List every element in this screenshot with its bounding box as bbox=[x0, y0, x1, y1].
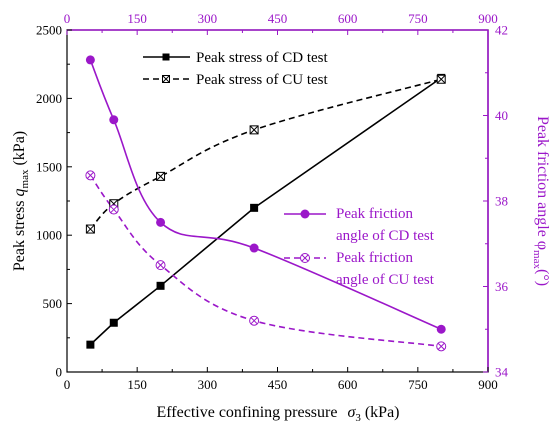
top-tick-label: 750 bbox=[408, 11, 428, 26]
top-tick-label: 450 bbox=[268, 11, 288, 26]
y1-tick-label: 2000 bbox=[36, 91, 62, 106]
y1-tick-label: 1000 bbox=[36, 228, 62, 243]
y2-axis-title-unit: (°) bbox=[534, 269, 550, 286]
series-line-1 bbox=[89, 78, 442, 230]
series-3-marker-2 bbox=[155, 260, 166, 271]
y1-tick-label: 2500 bbox=[36, 23, 62, 38]
series-0-marker-1 bbox=[109, 318, 118, 327]
x-tick-label: 300 bbox=[198, 377, 218, 392]
legend-cu-angle-marker bbox=[300, 253, 310, 263]
y1-tick-label: 0 bbox=[56, 365, 63, 380]
y2-tick-label: 34 bbox=[495, 365, 509, 380]
series-2-marker-4 bbox=[436, 324, 446, 334]
top-tick-label: 0 bbox=[64, 11, 71, 26]
x-axis-title-unit: (kPa) bbox=[365, 404, 400, 421]
x-axis-title: Effective confining pressure σ3 (kPa) bbox=[156, 404, 399, 424]
series-2-marker-0 bbox=[85, 55, 95, 65]
series-2-marker-2 bbox=[156, 217, 166, 227]
series-line-3 bbox=[89, 174, 442, 348]
legend-cd-angle-label-line2: angle of CD test bbox=[336, 228, 435, 244]
series-0-marker-2 bbox=[156, 281, 165, 290]
legend-top: Peak stress of CD test Peak stress of CU… bbox=[143, 50, 328, 88]
x-tick-label: 450 bbox=[268, 377, 288, 392]
series-0-marker-0 bbox=[86, 340, 95, 349]
x-axis-title-symbol: σ bbox=[347, 404, 356, 421]
legend-cd-angle-marker bbox=[300, 209, 310, 219]
top-tick-label: 600 bbox=[338, 11, 358, 26]
y2-axis-title-subscript: max bbox=[531, 250, 543, 269]
legend-cu-angle-label-line2: angle of CU test bbox=[336, 272, 435, 288]
y2-axis-title: Peak friction angle φmax(°) bbox=[531, 116, 550, 286]
legend-cd-stress-marker bbox=[162, 53, 170, 61]
series-line-2 bbox=[89, 59, 442, 330]
x-axis-title-text: Effective confining pressure bbox=[156, 404, 337, 421]
series-2-marker-3 bbox=[249, 243, 259, 253]
legend-cu-stress-label: Peak stress of CU test bbox=[196, 72, 328, 88]
series-3-marker-4 bbox=[436, 341, 447, 352]
series-1-marker-0 bbox=[85, 224, 95, 234]
series-1-marker-4 bbox=[436, 74, 446, 84]
y1-axis-title-subscript: max bbox=[19, 169, 31, 188]
y1-axis-title-text: Peak stress bbox=[11, 200, 28, 271]
legend-right: Peak friction angle of CD test Peak fric… bbox=[284, 206, 435, 288]
x-tick-label: 600 bbox=[338, 377, 358, 392]
series-1-marker-2 bbox=[156, 171, 166, 181]
svg-text:Peak friction angle φmax(°): Peak friction angle φmax(°) bbox=[531, 116, 550, 286]
y2-tick-label: 40 bbox=[495, 108, 508, 123]
y2-tick-label: 36 bbox=[495, 279, 509, 294]
y1-axis-title: Peak stress qmax (kPa) bbox=[11, 131, 31, 271]
legend-cu-stress-marker bbox=[162, 75, 170, 83]
series-lines bbox=[89, 59, 442, 348]
svg-text:Peak stressqmax(kPa): Peak stress qmax (kPa) bbox=[11, 131, 31, 271]
x-tick-label: 900 bbox=[478, 377, 498, 392]
top-tick-label: 300 bbox=[198, 11, 218, 26]
x-tick-label: 150 bbox=[127, 377, 147, 392]
y1-axis-title-symbol: q bbox=[11, 188, 28, 196]
y1-tick-label: 500 bbox=[43, 296, 63, 311]
y2-axis-title-text: Peak friction angle φ bbox=[534, 116, 550, 250]
series-2-marker-1 bbox=[109, 115, 119, 125]
x-tick-label: 0 bbox=[64, 377, 71, 392]
legend-cd-angle-label-line1: Peak friction bbox=[336, 206, 414, 222]
series-1-marker-3 bbox=[249, 125, 259, 135]
series-3-marker-0 bbox=[85, 170, 96, 181]
series-0-marker-3 bbox=[250, 203, 259, 212]
x-axis-title-subscript: 3 bbox=[355, 412, 361, 424]
legend-cu-angle-label-line1: Peak friction bbox=[336, 250, 414, 266]
x-tick-label: 750 bbox=[408, 377, 428, 392]
y2-tick-label: 38 bbox=[495, 194, 508, 209]
y1-axis-title-unit: (kPa) bbox=[11, 131, 28, 166]
top-tick-label: 900 bbox=[478, 11, 498, 26]
y1-tick-label: 1500 bbox=[36, 159, 62, 174]
legend-cd-stress-label: Peak stress of CD test bbox=[196, 50, 328, 66]
top-tick-label: 150 bbox=[127, 11, 147, 26]
axis-ticks: 0 150 300 450 600 750 900 0 150 300 450 600 750 900 0 5… bbox=[36, 11, 509, 392]
series-3-marker-3 bbox=[249, 315, 260, 326]
y2-tick-label: 42 bbox=[495, 23, 508, 38]
series-3-marker-1 bbox=[108, 204, 119, 215]
series-markers bbox=[85, 55, 447, 352]
